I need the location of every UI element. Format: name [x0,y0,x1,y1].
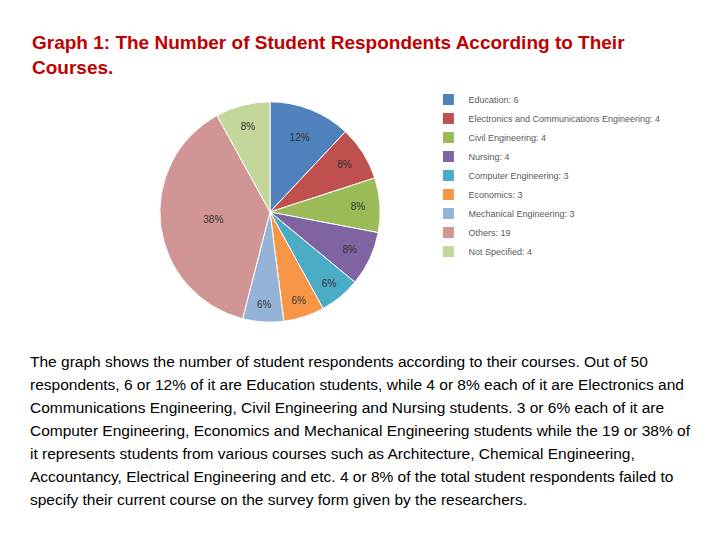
svg-text:6%: 6% [291,295,306,306]
svg-text:Electronics and Communications: Electronics and Communications Engineeri… [468,114,660,124]
svg-text:Computer Engineering: 3: Computer Engineering: 3 [468,171,568,181]
svg-text:Civil Engineering: 4: Civil Engineering: 4 [468,133,546,143]
svg-text:6%: 6% [257,299,272,310]
svg-text:Economics: 3: Economics: 3 [468,190,522,200]
svg-text:8%: 8% [337,159,352,170]
html-text:Graph 1: The Number of Student: Graph 1: The Number of Student Responden… [32,32,625,78]
svg-text:12%: 12% [290,132,310,143]
svg-text:38%: 38% [203,214,223,225]
svg-text:6%: 6% [322,278,337,289]
svg-text:8%: 8% [343,244,358,255]
svg-text:Not Specified: 4: Not Specified: 4 [468,247,532,257]
svg-text:8%: 8% [351,201,366,212]
svg-text:Others: 19: Others: 19 [468,228,510,238]
svg-text:Mechanical Engineering: 3: Mechanical Engineering: 3 [468,209,574,219]
svg-text:Education: 6: Education: 6 [468,95,518,105]
svg-text:Nursing: 4: Nursing: 4 [468,152,509,162]
html-text:The graph shows the number of: The graph shows the number of student re… [30,353,690,508]
svg-text:8%: 8% [241,121,256,132]
